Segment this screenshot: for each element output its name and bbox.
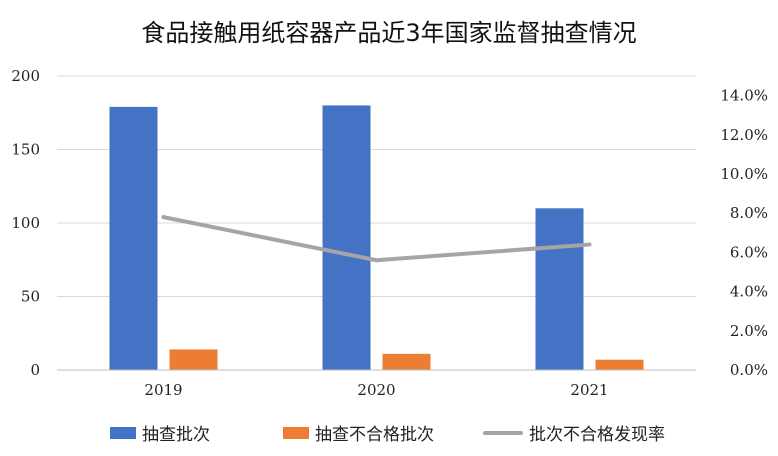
left-axis-tick-label: 100: [11, 214, 40, 232]
legend-item: 批次不合格发现率: [483, 425, 665, 445]
left-axis-tick-label: 150: [11, 141, 40, 159]
right-axis-tick-label: 2.0%: [730, 322, 768, 340]
bar-unqualified: [382, 353, 431, 370]
right-axis-tick-label: 0.0%: [730, 361, 768, 379]
x-axis-tick-label: 2021: [570, 381, 608, 399]
legend-label: 批次不合格发现率: [529, 425, 665, 445]
legend-swatch: [110, 427, 136, 439]
axes: 0 50 100 150 200 0.0% 2.0% 4.0% 6.0% 8.0% 10.0% 12.…: [11, 67, 768, 399]
chart-title: 食品接触用纸容器产品近3年国家监督抽查情况: [141, 19, 636, 47]
legend-label: 抽查不合格批次: [315, 425, 434, 445]
rate-point: [374, 258, 379, 263]
bar-inspected: [322, 105, 371, 371]
bar-inspected: [535, 208, 584, 370]
bar-unqualified: [169, 349, 218, 370]
rate-line: [161, 215, 592, 263]
rate-point: [161, 215, 166, 220]
right-axis-tick-label: 4.0%: [730, 283, 768, 301]
right-axis-tick-label: 12.0%: [720, 126, 768, 144]
right-axis-tick-label: 8.0%: [730, 204, 768, 222]
legend-label: 抽查批次: [142, 425, 210, 445]
legend-item: 抽查不合格批次: [283, 425, 434, 445]
legend-item: 抽查批次: [110, 425, 210, 445]
x-axis-tick-label: 2020: [357, 381, 395, 399]
rate-line-layer: [161, 215, 592, 263]
x-axis-tick-label: 2019: [144, 381, 182, 399]
right-axis-tick-label: 6.0%: [730, 243, 768, 261]
bar-unqualified: [595, 359, 644, 370]
rate-point: [587, 242, 592, 247]
bar-inspected: [109, 106, 158, 371]
right-axis-tick-label: 10.0%: [720, 165, 768, 183]
bars: [109, 105, 644, 371]
left-axis-tick-label: 0: [30, 361, 40, 379]
gridlines: [57, 75, 696, 297]
legend-swatch: [283, 427, 309, 439]
left-axis-tick-label: 200: [11, 67, 40, 85]
left-axis-tick-label: 50: [21, 288, 40, 306]
right-axis-tick-label: 14.0%: [720, 87, 768, 105]
legend: 抽查批次 抽查不合格批次 批次不合格发现率: [110, 425, 665, 445]
